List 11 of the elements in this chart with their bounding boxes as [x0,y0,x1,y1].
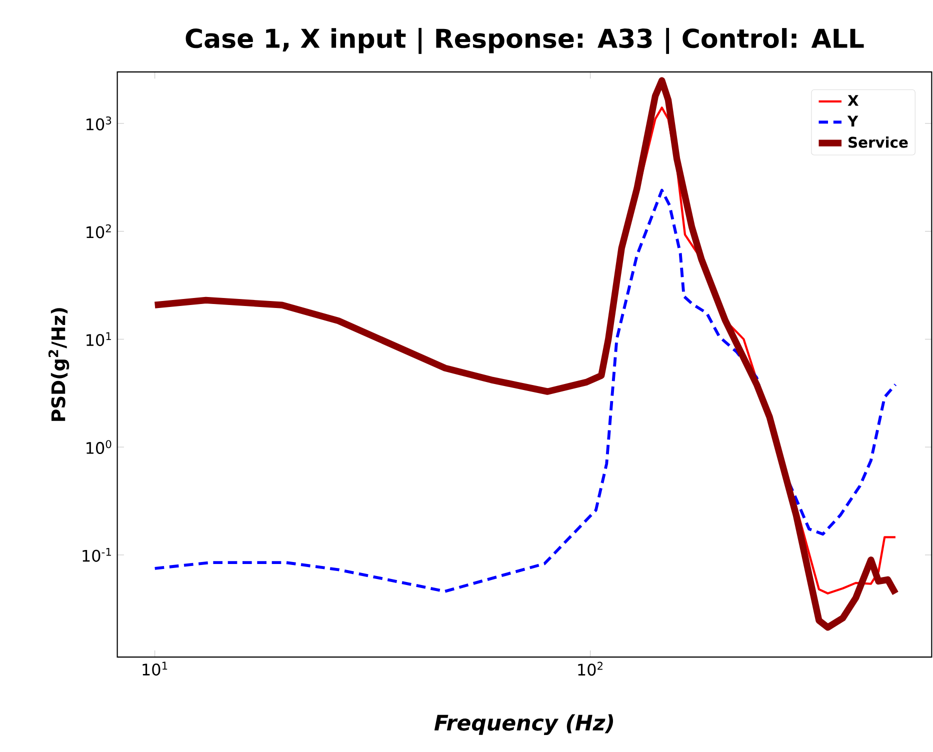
y-axis-title: PSD(g$^{2}$/Hz) [48,308,70,421]
y-tick-label: 10$^{0}$ [86,440,112,454]
y-tick-label: 10$^{2}$ [86,224,111,238]
y-tick-label: 10$^{1}$ [86,332,111,346]
chart-title: Case 1, X input | Response: A33 | Control: ALL [186,28,864,54]
legend-label: Y [847,116,858,127]
legend-label: X [848,95,858,106]
y-tick-label: 10$^{3}$ [86,116,112,131]
x-axis-title: Frequency (Hz) [434,714,613,736]
y-tick-label: 10$^{-1}$ [82,548,111,562]
legend-label: Service [848,136,908,148]
